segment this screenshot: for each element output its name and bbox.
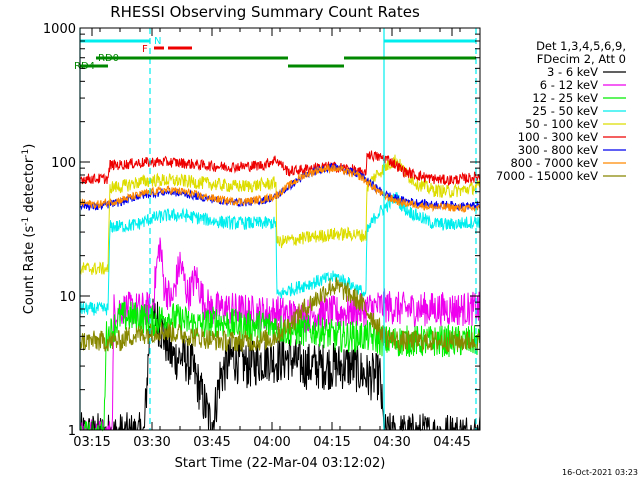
legend-label-5: 100 - 300 keV <box>518 130 598 144</box>
x-tick-label: 04:15 <box>313 435 350 450</box>
x-tick-label: 03:30 <box>133 435 170 450</box>
y-axis: 1 10 100 1000 <box>43 22 480 439</box>
series-olive-line <box>79 277 481 353</box>
flag-f-label: F <box>142 44 148 55</box>
series-black-line <box>79 298 481 432</box>
y-axis-label: Count Rate (s-1 detector-1) <box>21 144 37 315</box>
x-axis: 03:15 03:30 03:45 04:00 04:15 04:30 04:45 <box>73 28 481 450</box>
series-yellow-line <box>79 154 481 276</box>
legend-label-2: 12 - 25 keV <box>532 91 598 105</box>
x-axis-label: Start Time (22-Mar-04 03:12:02) <box>175 456 386 471</box>
legend-header-decimation: FDecim 2, Att 0 <box>537 52 626 66</box>
chart-title: RHESSI Observing Summary Count Rates <box>110 3 420 21</box>
x-tick-label: 03:15 <box>73 435 110 450</box>
series-layer <box>79 150 481 432</box>
legend: Det 1,3,4,5,6,9, FDecim 2, Att 0 3 - 6 k… <box>496 39 626 183</box>
y-tick-label: 10 <box>59 290 76 305</box>
flag-rd4-label: RD4 <box>74 61 95 72</box>
legend-label-4: 50 - 100 keV <box>525 117 598 131</box>
x-tick-label: 03:45 <box>193 435 230 450</box>
x-tick-label: 04:00 <box>253 435 290 450</box>
legend-label-8: 7000 - 15000 keV <box>496 169 598 183</box>
footer-date: 16-Oct-2021 03:23 <box>562 468 638 477</box>
series-red-line <box>79 150 481 186</box>
legend-label-0: 3 - 6 keV <box>547 65 598 79</box>
y-tick-label: 1 <box>68 424 76 439</box>
series-orange-line <box>79 163 481 213</box>
y-tick-label: 1000 <box>43 22 76 37</box>
legend-label-3: 25 - 50 keV <box>532 104 598 118</box>
series-blue-line <box>79 162 481 212</box>
legend-label-1: 6 - 12 keV <box>540 78 598 92</box>
legend-label-7: 800 - 7000 keV <box>510 156 598 170</box>
x-tick-label: 04:45 <box>433 435 470 450</box>
series-cyan-line <box>79 192 481 316</box>
legend-label-6: 300 - 800 keV <box>518 143 598 157</box>
flag-rd0-label: RD0 <box>98 53 119 64</box>
x-tick-label: 04:30 <box>373 435 410 450</box>
flag-n-label: N <box>154 36 161 47</box>
y-tick-label: 100 <box>51 156 76 171</box>
legend-header-detectors: Det 1,3,4,5,6,9, <box>536 39 626 53</box>
